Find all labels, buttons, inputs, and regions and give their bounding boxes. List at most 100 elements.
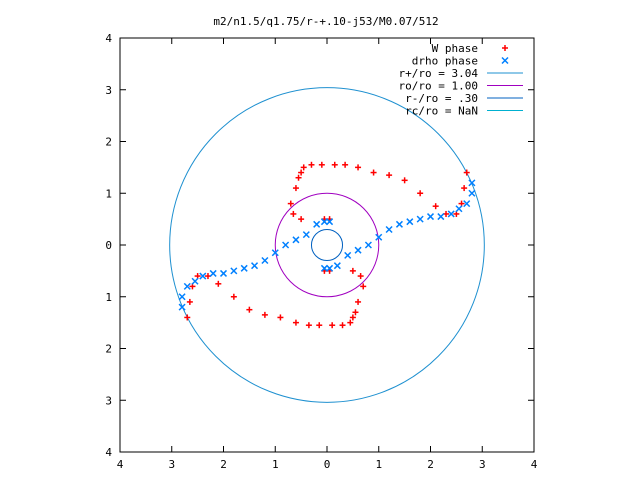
x-b <box>468 179 476 187</box>
x-b <box>219 269 228 277</box>
w-phase-point <box>370 169 377 176</box>
circle-0 <box>169 87 485 403</box>
x-b <box>261 256 269 265</box>
drho-phase-point <box>333 262 341 270</box>
x-tick-labels: 4 3 2 1 0 1 2 3 4 <box>117 458 538 471</box>
circle-2 <box>310 228 344 262</box>
drho-phase-point <box>468 179 476 187</box>
x-b <box>209 269 217 277</box>
w-phase-point <box>355 164 362 171</box>
drho-phase-point <box>313 220 321 228</box>
w-phase-point <box>461 185 468 192</box>
x-b <box>271 249 279 257</box>
x-tick-label: 2 <box>427 458 434 471</box>
drho-phase-point <box>209 269 217 277</box>
x-b <box>344 251 352 259</box>
y-tick-label: 2 <box>105 136 112 149</box>
x-b <box>395 220 403 228</box>
y-tick-label: 4 <box>105 32 112 45</box>
drho-phase-point <box>344 251 352 259</box>
drho-phase-point <box>320 218 328 226</box>
w-phase-point <box>298 169 305 176</box>
w-phase-point <box>300 164 307 171</box>
w-phase-point <box>386 172 393 179</box>
w-phase-point <box>355 298 362 305</box>
x-b <box>364 241 372 249</box>
drho-phase-point <box>437 213 445 221</box>
legend-label: r-/ro = .30 <box>405 92 478 105</box>
x-b <box>282 241 290 249</box>
w-phase-point <box>290 210 297 217</box>
x-tick-label: 0 <box>324 458 331 471</box>
x-b <box>326 264 334 272</box>
w-phase-point <box>316 322 323 329</box>
w-phase-point <box>401 177 408 184</box>
drho-phase-point <box>178 303 186 311</box>
drho-phase-point <box>375 233 383 241</box>
points-layer <box>178 161 476 329</box>
x-b <box>416 215 424 223</box>
y-tick-labels: 4 3 2 1 0 1 2 3 4 <box>105 32 112 459</box>
x-b <box>455 205 463 213</box>
w-phase-point <box>261 311 268 318</box>
x-b <box>230 267 238 275</box>
w-phase-point <box>360 283 367 290</box>
w-phase-point <box>215 280 222 287</box>
x-b <box>292 236 300 244</box>
y-tick-label: 0 <box>105 239 112 252</box>
x-b <box>320 218 328 226</box>
x-b <box>354 246 362 254</box>
x-b <box>183 282 191 290</box>
x-b <box>468 189 476 197</box>
x-tick-label: 3 <box>168 458 175 471</box>
x-b <box>251 262 259 270</box>
w-phase-point <box>184 314 191 321</box>
drho-phase-point <box>251 262 259 270</box>
drho-phase-point <box>320 264 328 272</box>
legend-label: r+/ro = 3.04 <box>399 67 479 80</box>
drho-phase-point <box>178 293 186 301</box>
drho-phase-point <box>326 264 334 272</box>
x-b <box>178 303 186 311</box>
drho-phase-point <box>468 189 476 197</box>
w-phase-point <box>186 298 193 305</box>
x-b <box>199 272 207 280</box>
circle-1 <box>274 192 380 298</box>
x-b <box>437 213 445 221</box>
w-phase-point <box>305 322 312 329</box>
x-b <box>375 233 383 241</box>
y-tick-label: 1 <box>105 291 112 304</box>
w-phase-point <box>308 161 315 168</box>
x-b <box>320 264 328 272</box>
w-phase-point <box>295 174 302 181</box>
w-phase-point <box>352 309 359 316</box>
drho-phase-point <box>191 277 199 285</box>
w-phase-point <box>432 203 439 210</box>
y-tick-label: 2 <box>105 343 112 356</box>
w-phase-point <box>298 216 305 223</box>
drho-phase-point <box>364 241 372 249</box>
y-tick-label: 3 <box>105 394 112 407</box>
w-phase-point <box>277 314 284 321</box>
x-b <box>326 218 334 226</box>
drho-phase-point <box>261 256 269 265</box>
w-phase-point <box>331 161 338 168</box>
drho-phase-point <box>240 264 248 272</box>
drho-phase-point <box>230 267 238 275</box>
w-phase-point <box>329 322 336 329</box>
x-b <box>313 220 321 228</box>
tick-layer <box>119 37 535 453</box>
w-phase-point <box>230 293 237 300</box>
drho-phase-point <box>354 246 362 254</box>
drho-phase-point <box>219 269 228 277</box>
drho-phase-point <box>183 282 191 290</box>
x-b <box>447 210 455 218</box>
drho-phase-point <box>395 220 403 228</box>
w-phase-point <box>246 306 253 313</box>
circle-layer <box>169 87 485 403</box>
x-tick-label: 4 <box>117 458 124 471</box>
drho-phase-point <box>271 249 279 257</box>
x-b <box>463 200 471 208</box>
x-b <box>333 262 341 270</box>
